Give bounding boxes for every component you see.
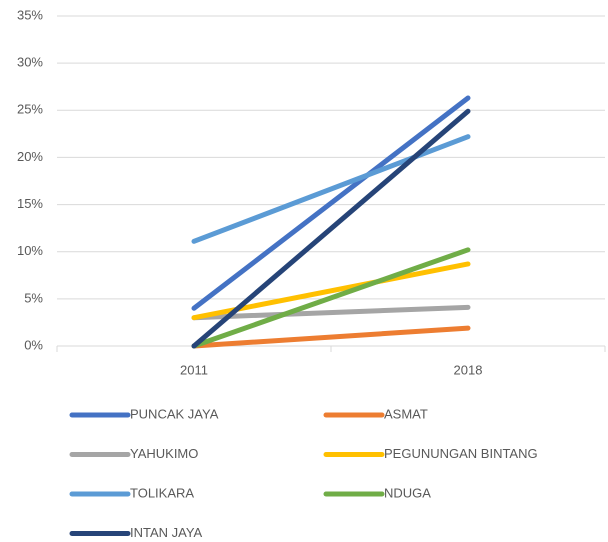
y-tick-label: 0% [24, 337, 43, 352]
legend-label: YAHUKIMO [130, 446, 198, 461]
series-line [191, 325, 471, 349]
y-tick-label: 15% [17, 196, 43, 211]
legend-label: INTAN JAYA [130, 525, 203, 540]
series-line [191, 134, 471, 244]
legend-label: PEGUNUNGAN BINTANG [384, 446, 538, 461]
series-line [191, 108, 471, 349]
y-tick-label: 20% [17, 149, 43, 164]
y-tick-label: 5% [24, 290, 43, 305]
legend-label: TOLIKARA [130, 485, 194, 500]
legend-label: NDUGA [384, 485, 431, 500]
x-tick-label: 2011 [180, 362, 208, 377]
y-tick-label: 35% [17, 7, 43, 22]
series-line [191, 247, 471, 349]
legend-label: PUNCAK JAYA [130, 406, 219, 421]
x-tick-label: 2018 [454, 362, 483, 377]
y-tick-label: 10% [17, 243, 43, 258]
legend-label: ASMAT [384, 406, 428, 421]
series-line [191, 95, 471, 311]
y-tick-label: 30% [17, 55, 43, 70]
series-line [191, 304, 471, 321]
y-tick-label: 25% [17, 102, 43, 117]
